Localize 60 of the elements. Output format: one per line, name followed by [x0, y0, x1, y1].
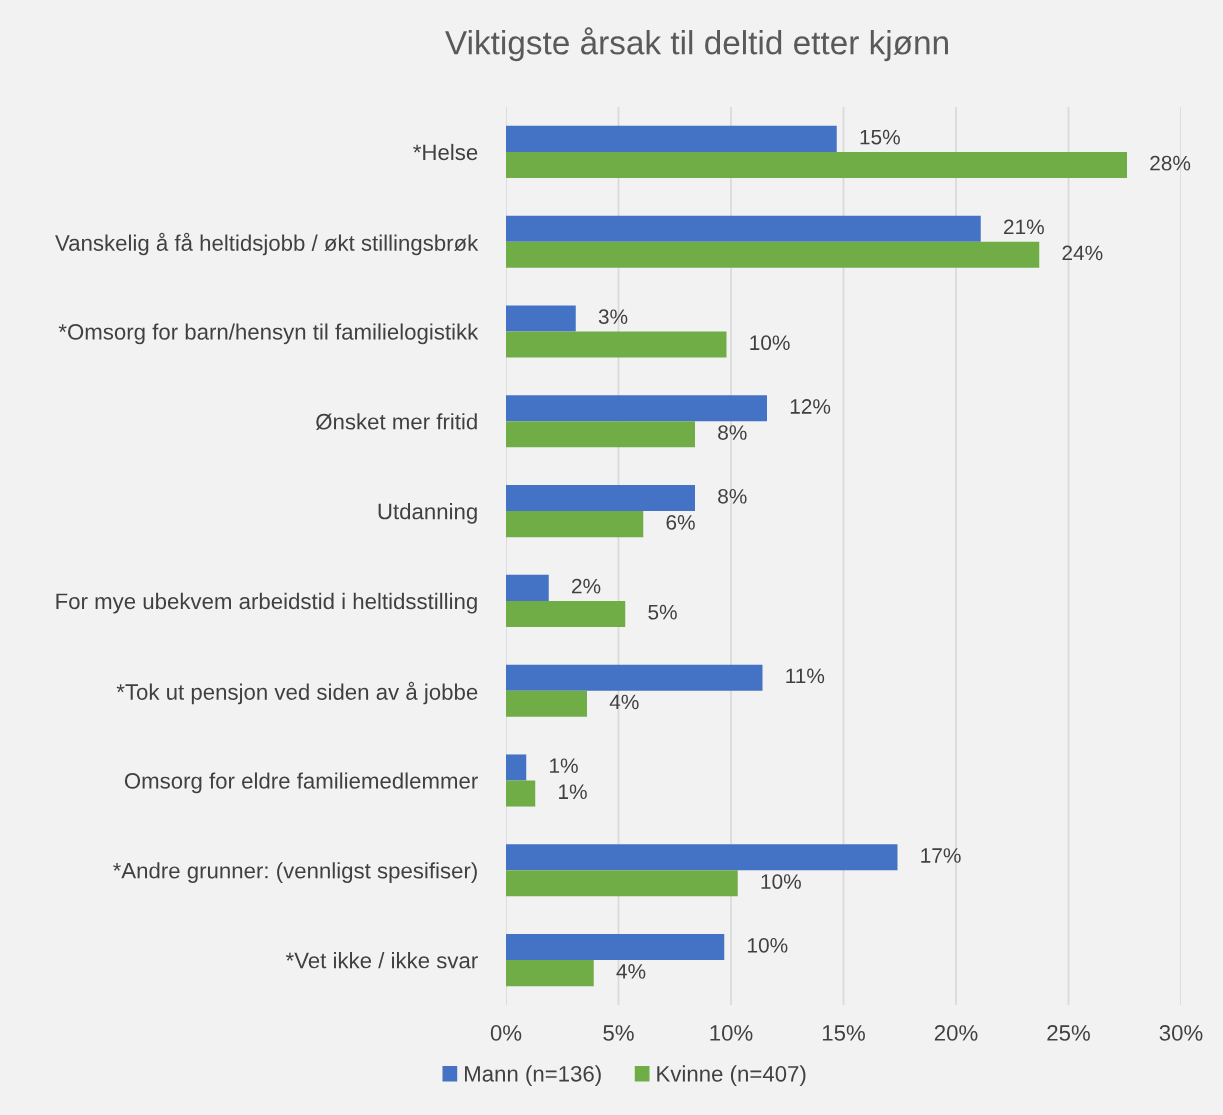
- y-tick-label: Utdanning: [378, 503, 477, 524]
- bar: [506, 960, 594, 987]
- y-tick-label: Omsorg for eldre familiemedlemmer: [124, 772, 478, 794]
- bar: [506, 215, 981, 242]
- bar: [506, 870, 738, 897]
- data-label: 8%: [718, 425, 747, 440]
- y-tick-label: Ønsket mer fritid: [316, 413, 477, 430]
- legend-label: Mann (n=136): [465, 1065, 601, 1087]
- data-label: 1%: [550, 758, 578, 773]
- x-tick-label: 20%: [934, 1025, 978, 1041]
- data-label: 24%: [1062, 245, 1103, 261]
- x-tick-label: 25%: [1047, 1025, 1090, 1041]
- bar: [506, 574, 549, 601]
- data-label: 10%: [750, 335, 790, 351]
- bar: [506, 690, 587, 717]
- bar: [506, 331, 727, 358]
- chart-title: Viktigste årsak til deltid etter kjønn: [445, 27, 948, 62]
- data-label: 21%: [1004, 219, 1044, 235]
- x-tick-label: 5%: [603, 1025, 634, 1041]
- bar: [506, 241, 1040, 268]
- x-tick-label: 0%: [490, 1025, 522, 1041]
- data-label: 15%: [860, 129, 900, 145]
- bar: [506, 511, 644, 538]
- bar: [506, 125, 837, 152]
- data-label: 3%: [598, 309, 628, 325]
- data-label: 4%: [609, 694, 639, 710]
- y-tick-label: *Omsorg for barn/hensyn til familielogistikk: [58, 323, 479, 345]
- bar: [506, 151, 1127, 178]
- data-label: 12%: [790, 399, 831, 414]
- x-tick-label: 15%: [822, 1025, 865, 1041]
- bar: [506, 754, 527, 781]
- y-tick-label: Vanskelig å få heltidsjobb / økt stillingsbrøk: [55, 232, 479, 256]
- y-tick-label: *Helse: [413, 143, 478, 161]
- data-label: 8%: [718, 488, 747, 504]
- data-label: 4%: [616, 964, 646, 979]
- data-label: 1%: [559, 784, 587, 800]
- data-label: 5%: [648, 604, 677, 620]
- data-label: 10%: [761, 874, 801, 889]
- bar: [506, 780, 536, 807]
- legend-label: Kvinne (n=407): [657, 1065, 806, 1087]
- bar: [506, 485, 695, 512]
- bar: [506, 305, 576, 332]
- bar: [506, 600, 626, 627]
- y-tick-label: *Andre grunner: (vennligst spesifiser): [113, 862, 477, 883]
- y-tick-label: *Vet ikke / ikke svar: [285, 952, 478, 969]
- data-label: 10%: [748, 937, 788, 953]
- y-tick-label: *Tok ut pensjon ved siden av å jobbe: [116, 681, 478, 705]
- x-tick-label: 10%: [710, 1025, 753, 1041]
- bar: [506, 844, 898, 871]
- bar: [506, 664, 763, 691]
- y-tick-label: For mye ubekvem arbeidstid i heltidsstilling: [56, 592, 477, 614]
- bar: [506, 421, 695, 448]
- data-label: 28%: [1150, 155, 1191, 171]
- bar: [506, 934, 725, 961]
- x-tick-label: 30%: [1159, 1025, 1203, 1041]
- data-label: 2%: [572, 578, 601, 594]
- bar: [506, 395, 767, 422]
- data-label: 11%: [786, 668, 825, 684]
- data-label: 17%: [921, 848, 961, 863]
- data-label: 6%: [666, 514, 695, 530]
